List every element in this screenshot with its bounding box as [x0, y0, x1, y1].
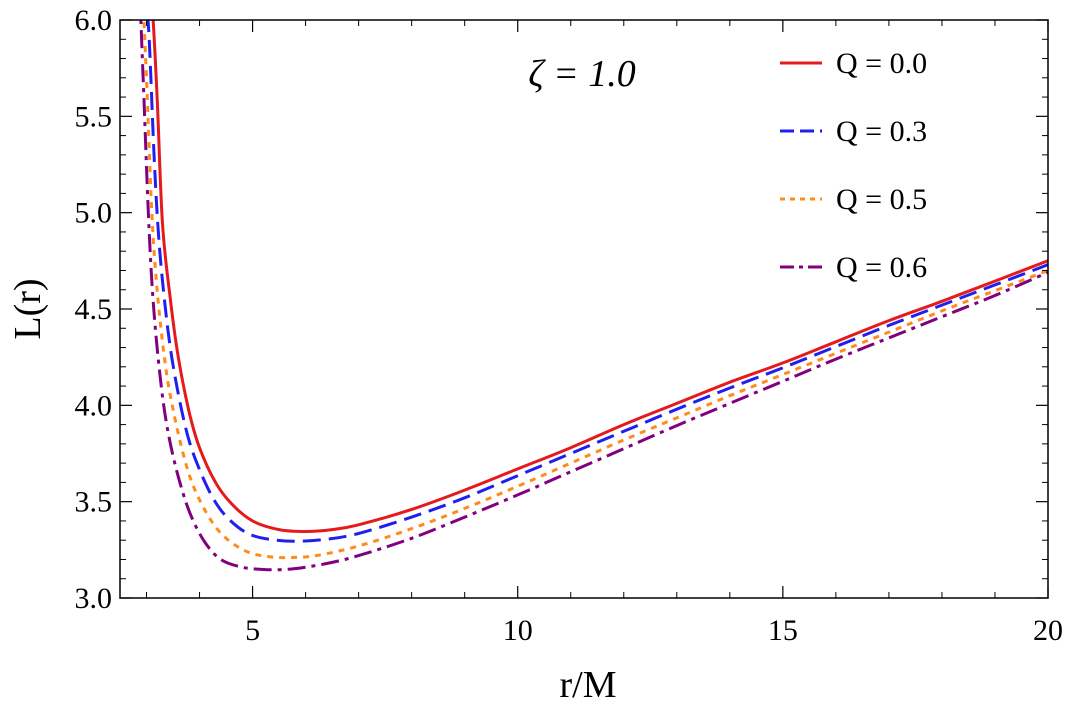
series-line-0: [151, 20, 1048, 534]
plot-frame: [119, 19, 1049, 599]
x-tick-label: 20: [1033, 614, 1063, 647]
x-axis-title: r/M: [560, 664, 617, 706]
ticks-layer: 5 10 15 20 3.0 3.5 4.0 4.5 5.0 5.5 6.0: [75, 4, 1064, 647]
series-line-3: [139, 20, 1048, 572]
y-tick-label: 4.5: [75, 293, 113, 326]
legend-label-1: Q = 0.3: [836, 115, 927, 148]
zeta-annotation: ζ = 1.0: [528, 53, 636, 95]
x-tick-label: 10: [503, 614, 533, 647]
y-tick-label: 5.0: [75, 197, 113, 230]
legend-label-2: Q = 0.5: [836, 183, 927, 216]
y-tick-label: 3.0: [75, 582, 113, 615]
legend-label-3: Q = 0.6: [836, 251, 927, 284]
y-tick-label: 4.0: [75, 389, 113, 422]
legend-label-0: Q = 0.0: [836, 47, 927, 80]
series-layer: [139, 20, 1048, 572]
x-tick-label: 15: [768, 614, 798, 647]
y-tick-label: 5.5: [75, 100, 113, 133]
series-line-1: [146, 20, 1048, 543]
series-line-2: [142, 20, 1048, 560]
y-tick-label: 3.5: [75, 486, 113, 519]
y-tick-label: 6.0: [75, 4, 113, 37]
y-axis-title: L(r): [7, 278, 49, 339]
x-tick-label: 5: [245, 614, 260, 647]
legend: Q = 0.0 Q = 0.3 Q = 0.5 Q = 0.6: [780, 47, 927, 284]
